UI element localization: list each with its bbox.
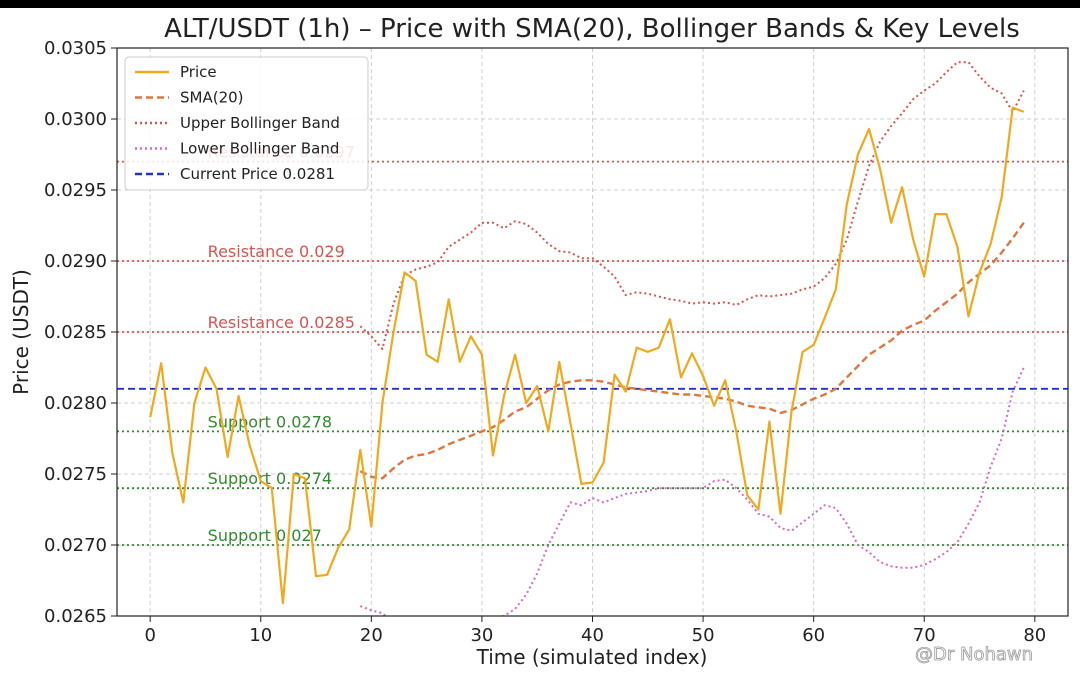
y-tick-label: 0.0265: [44, 606, 107, 627]
series-group: [149, 61, 1025, 616]
y-axis-label: Price (USDT): [9, 269, 33, 395]
x-tick-label: 80: [1023, 625, 1046, 646]
watermark: @Dr Nohawn: [915, 644, 1033, 665]
series-line-2: [359, 61, 1025, 350]
x-tick-label: 10: [249, 625, 272, 646]
x-tick-label: 20: [360, 625, 383, 646]
y-tick-label: 0.0285: [44, 322, 107, 343]
y-tick-label: 0.0305: [44, 38, 107, 59]
x-tick-label: 50: [692, 625, 715, 646]
legend-entry: Current Price 0.0281: [180, 165, 335, 183]
legend-entry: Lower Bollinger Band: [180, 140, 339, 158]
legend-entry: SMA(20): [180, 89, 244, 107]
legend-entry: Price: [180, 63, 217, 81]
series-line-1: [359, 222, 1025, 480]
key-level-label: Resistance 0.029: [208, 242, 345, 261]
x-tick-label: 40: [581, 625, 604, 646]
series-line-0: [149, 106, 1025, 605]
legend[interactable]: Price SMA(20) Upper Bollinger Band Lower Bo…: [124, 56, 369, 191]
chart-title: ALT/USDT (1h) – Price with SMA(20), Boll…: [164, 14, 1020, 44]
legend-entry: Upper Bollinger Band: [180, 114, 340, 132]
x-tick-label: 60: [802, 625, 825, 646]
key-level-label: Support 0.0274: [208, 469, 332, 488]
y-tick-label: 0.0300: [44, 109, 107, 130]
key-level-label: Support 0.027: [208, 526, 322, 545]
y-tick-label: 0.0275: [44, 464, 107, 485]
top-bar: [0, 0, 1080, 8]
y-tick-label: 0.0280: [44, 393, 107, 414]
y-ticks: 0.0265 0.0270 0.0275 0.0280 0.0285 0.0290 0.02…: [44, 38, 117, 627]
x-tick-label: 30: [470, 625, 493, 646]
key-level-label: Support 0.0278: [208, 412, 332, 431]
y-tick-label: 0.0270: [44, 535, 107, 556]
key-level-label: Resistance 0.0285: [208, 313, 355, 332]
x-tick-label: 70: [913, 625, 936, 646]
y-tick-label: 0.0290: [44, 251, 107, 272]
x-axis-label: Time (simulated index): [476, 645, 708, 669]
series-line-3: [359, 367, 1025, 616]
x-tick-label: 0: [144, 625, 155, 646]
x-ticks: 0 10 20 30 40 50 60 70 80: [144, 616, 1046, 646]
y-tick-label: 0.0295: [44, 180, 107, 201]
legend-box: [124, 56, 369, 191]
